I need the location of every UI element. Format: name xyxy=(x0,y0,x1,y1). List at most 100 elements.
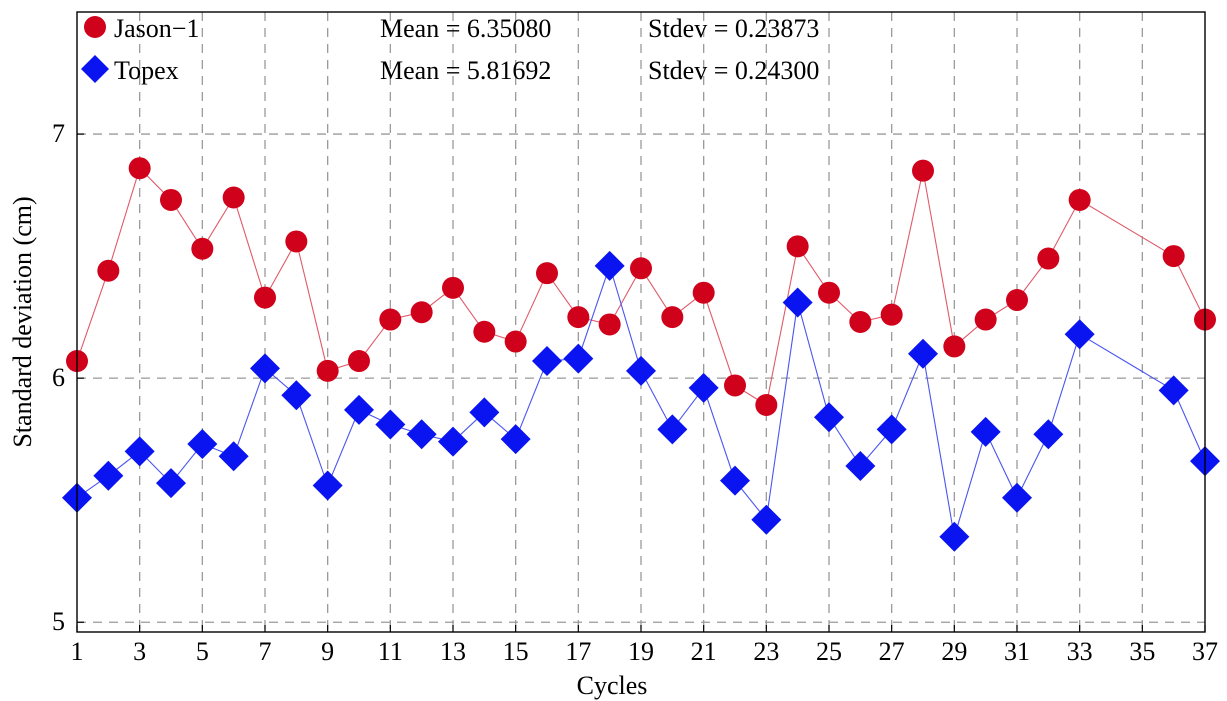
data-point-topex xyxy=(594,250,625,281)
data-point-topex xyxy=(1158,375,1189,406)
data-point-topex xyxy=(876,414,907,445)
data-point-jason1 xyxy=(943,335,966,358)
x-tick-label: 21 xyxy=(691,637,717,666)
y-axis-label: Standard deviation (cm) xyxy=(8,196,37,447)
y-tick-label: 7 xyxy=(52,119,65,148)
data-point-topex xyxy=(626,355,656,386)
data-point-jason1 xyxy=(442,276,464,299)
legend-mean-topex: Mean = 5.81692 xyxy=(380,56,551,85)
data-point-jason1 xyxy=(974,308,997,331)
data-point-jason1 xyxy=(128,157,151,180)
data-point-topex xyxy=(500,424,531,455)
data-point-topex xyxy=(970,416,1001,447)
data-point-jason1 xyxy=(1068,188,1091,211)
data-point-jason1 xyxy=(567,306,590,329)
data-point-jason1 xyxy=(97,259,120,282)
data-point-jason1 xyxy=(912,159,934,182)
data-point-topex xyxy=(939,521,970,552)
data-point-jason1 xyxy=(1162,245,1185,268)
data-point-jason1 xyxy=(661,306,684,329)
x-tick-label: 35 xyxy=(1129,637,1155,666)
plot-area xyxy=(62,157,1220,552)
data-point-jason1 xyxy=(1006,289,1028,312)
grid xyxy=(77,12,1205,632)
data-point-jason1 xyxy=(254,286,276,309)
data-point-topex xyxy=(1033,419,1064,450)
data-point-jason1 xyxy=(1037,247,1060,270)
data-point-jason1 xyxy=(191,237,214,260)
data-point-topex xyxy=(156,468,186,499)
x-tick-label: 25 xyxy=(816,637,842,666)
data-point-jason1 xyxy=(630,257,652,280)
x-tick-label: 31 xyxy=(1004,637,1030,666)
data-point-jason1 xyxy=(316,359,339,382)
x-tick-label: 19 xyxy=(628,637,654,666)
data-point-jason1 xyxy=(755,393,778,416)
legend-marker-jason1 xyxy=(84,16,106,38)
data-point-topex xyxy=(250,353,280,384)
y-tick-label: 6 xyxy=(52,363,65,392)
x-tick-label: 1 xyxy=(71,637,84,666)
data-point-jason1 xyxy=(410,301,433,324)
data-point-topex xyxy=(1064,319,1095,350)
data-point-topex xyxy=(375,409,406,440)
x-tick-label: 15 xyxy=(503,637,529,666)
data-point-jason1 xyxy=(348,350,370,373)
x-tick-label: 37 xyxy=(1192,637,1218,666)
data-point-jason1 xyxy=(379,308,402,331)
data-point-topex xyxy=(657,414,688,445)
legend-label-topex: Topex xyxy=(114,56,179,85)
data-point-topex xyxy=(720,465,750,496)
x-tick-label: 27 xyxy=(879,637,905,666)
legend-marker-topex xyxy=(81,55,109,83)
x-tick-label: 9 xyxy=(321,637,334,666)
x-tick-label: 3 xyxy=(133,637,146,666)
legend-label-jason1: Jason−1 xyxy=(114,14,199,43)
x-tick-label: 17 xyxy=(565,637,591,666)
data-point-topex xyxy=(1002,482,1032,513)
legend: Jason−1 Mean = 6.35080 Stdev = 0.23873 T… xyxy=(81,14,819,85)
data-point-topex xyxy=(908,338,938,369)
data-point-jason1 xyxy=(880,303,903,326)
x-axis-label: Cycles xyxy=(577,671,648,700)
series-points-topex xyxy=(62,250,1220,552)
data-point-topex xyxy=(312,470,343,501)
x-tick-label: 5 xyxy=(196,637,209,666)
data-point-topex xyxy=(438,426,468,457)
data-point-topex xyxy=(124,436,155,467)
data-point-topex xyxy=(688,372,719,403)
series-points-jason1 xyxy=(66,157,1216,416)
legend-stdev-topex: Stdev = 0.24300 xyxy=(648,56,819,85)
x-tick-label: 29 xyxy=(941,637,967,666)
data-point-topex xyxy=(187,429,218,460)
x-tick-label: 33 xyxy=(1067,637,1093,666)
data-point-topex xyxy=(93,460,124,491)
data-point-topex xyxy=(532,346,562,377)
data-point-topex xyxy=(281,380,312,411)
x-tick-label: 7 xyxy=(259,637,272,666)
data-point-jason1 xyxy=(285,230,308,253)
data-point-jason1 xyxy=(849,311,872,333)
data-point-topex xyxy=(344,394,374,425)
data-point-topex xyxy=(406,419,437,450)
data-point-topex xyxy=(218,441,249,472)
data-point-jason1 xyxy=(504,330,527,353)
data-point-jason1 xyxy=(473,320,496,343)
x-tick-label: 23 xyxy=(753,637,779,666)
data-point-topex xyxy=(782,287,813,318)
data-point-jason1 xyxy=(724,374,746,397)
data-point-topex xyxy=(563,343,594,374)
legend-mean-jason1: Mean = 6.35080 xyxy=(380,14,551,43)
data-point-jason1 xyxy=(786,235,809,258)
data-point-jason1 xyxy=(598,313,621,336)
data-point-topex xyxy=(845,451,876,482)
x-tick-label: 13 xyxy=(440,637,466,666)
data-point-topex xyxy=(751,504,782,535)
data-point-topex xyxy=(469,397,500,428)
data-point-jason1 xyxy=(818,281,840,304)
data-point-topex xyxy=(814,402,844,433)
x-tick-label: 11 xyxy=(378,637,403,666)
data-point-jason1 xyxy=(222,186,245,209)
